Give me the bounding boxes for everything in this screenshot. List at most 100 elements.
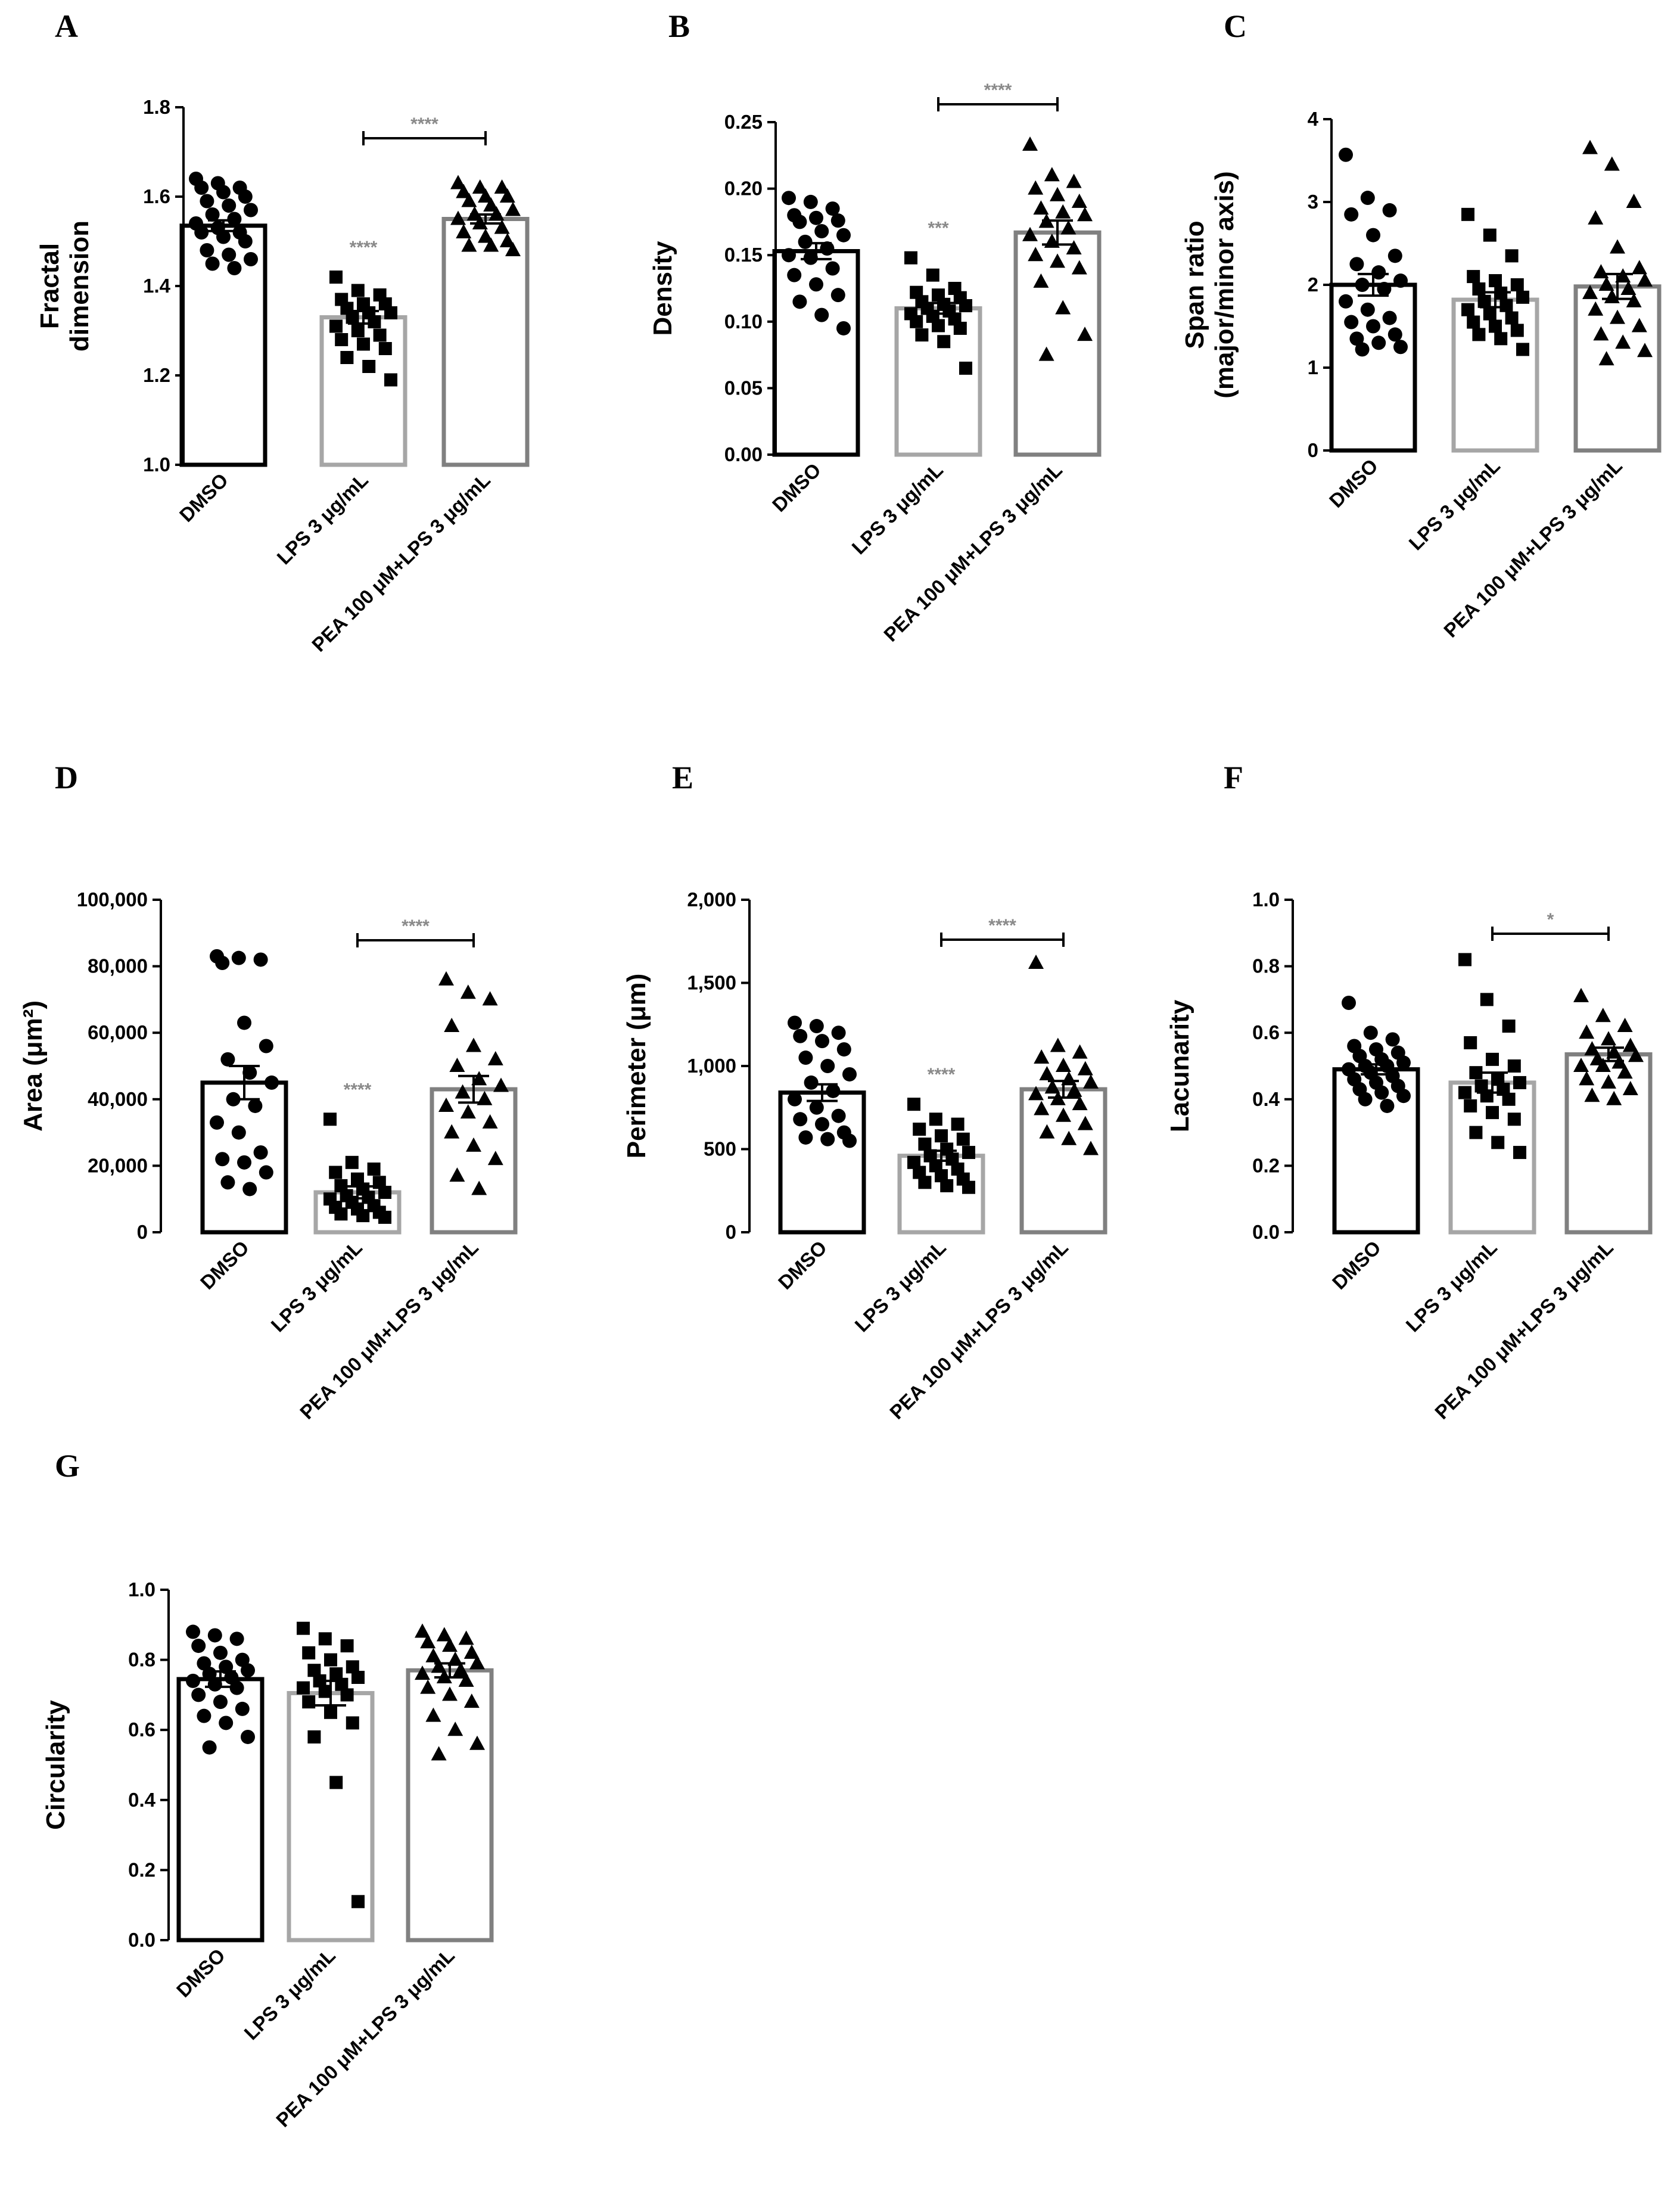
data-point <box>197 1656 211 1671</box>
data-point <box>1626 293 1642 307</box>
data-point <box>1349 331 1364 346</box>
data-point <box>1467 315 1480 329</box>
data-point <box>482 991 498 1006</box>
data-point <box>1631 318 1647 332</box>
y-tick-label: 1.8 <box>143 96 170 118</box>
data-point <box>463 1693 480 1708</box>
data-point <box>1582 139 1598 154</box>
y-tick-label: 20,000 <box>88 1154 148 1176</box>
data-point <box>1344 207 1359 222</box>
data-point <box>471 1180 487 1195</box>
data-point <box>836 1042 851 1057</box>
data-point <box>1056 1058 1071 1072</box>
data-point <box>1039 1124 1055 1139</box>
data-point <box>1499 299 1513 312</box>
category-label: LPS 3 μg/mL <box>850 1236 950 1337</box>
data-point <box>1606 1090 1622 1105</box>
data-point <box>1360 302 1375 317</box>
data-point <box>915 328 929 342</box>
data-point <box>1396 1055 1411 1070</box>
data-point <box>431 1658 447 1673</box>
y-tick-label: 60,000 <box>88 1021 148 1043</box>
data-point <box>913 1166 926 1179</box>
data-point <box>1363 1025 1378 1040</box>
y-axis-label: Circularity <box>41 1700 70 1830</box>
data-point <box>329 1166 343 1179</box>
data-point <box>351 1671 365 1684</box>
data-point <box>1033 200 1049 215</box>
data-point <box>205 207 220 222</box>
data-point <box>324 1705 337 1719</box>
data-point <box>334 1179 348 1192</box>
data-point <box>220 1175 235 1190</box>
data-point <box>335 333 349 346</box>
data-point <box>307 1730 321 1744</box>
data-point <box>923 1149 937 1163</box>
data-point <box>231 950 246 965</box>
data-point <box>820 241 835 256</box>
data-point <box>222 247 237 262</box>
data-point <box>1071 193 1087 208</box>
data-point <box>215 956 230 971</box>
data-point <box>1371 335 1386 350</box>
data-point <box>820 1059 835 1073</box>
data-point <box>940 1142 954 1156</box>
data-point <box>1588 301 1604 316</box>
data-point <box>814 307 829 322</box>
data-point <box>219 1715 234 1730</box>
data-point <box>918 1138 932 1151</box>
data-point <box>444 1018 460 1033</box>
data-point <box>425 1648 441 1662</box>
category-label: LPS 3 μg/mL <box>1404 455 1504 555</box>
data-point <box>1510 324 1524 337</box>
data-point <box>1483 228 1497 242</box>
data-point <box>1615 268 1631 283</box>
data-point <box>1344 315 1359 330</box>
panel-letter: B <box>668 8 690 44</box>
data-point <box>466 1037 481 1052</box>
data-point <box>244 252 258 266</box>
data-point <box>460 984 476 999</box>
data-point <box>1077 207 1093 222</box>
data-point <box>1028 247 1044 262</box>
data-point <box>244 203 258 217</box>
data-point <box>466 1137 481 1152</box>
data-point <box>1044 1079 1060 1094</box>
data-point <box>953 321 967 335</box>
data-point <box>1044 167 1060 182</box>
y-tick-label: 0.2 <box>1252 1154 1280 1176</box>
data-point <box>1505 311 1519 325</box>
data-point <box>450 210 466 225</box>
y-tick-label: 0.8 <box>128 1649 155 1671</box>
data-point <box>346 1716 359 1730</box>
data-point <box>1458 1086 1471 1099</box>
y-tick-label: 1.2 <box>143 364 170 386</box>
panel-letter: D <box>55 760 78 795</box>
panel-d: D 0 20,000 40,000 60,000 80,000 100,000 Area (μ… <box>18 760 518 1424</box>
data-point <box>962 1180 975 1194</box>
data-point <box>378 1186 391 1199</box>
y-tick-label: 3 <box>1308 191 1318 213</box>
data-point <box>345 1155 359 1169</box>
y-axis-label: Fractal <box>35 243 64 329</box>
data-point <box>378 342 392 355</box>
data-point <box>951 1117 965 1131</box>
data-point <box>351 284 365 297</box>
bar-1 <box>778 1090 866 1235</box>
data-point <box>248 1098 263 1113</box>
data-point <box>329 319 343 333</box>
data-point <box>384 306 397 319</box>
data-point <box>460 1104 476 1119</box>
y-tick-label: 1.0 <box>143 453 170 476</box>
category-label: DMSO <box>1325 455 1382 512</box>
y-axis-label: dimension <box>65 220 94 352</box>
data-point <box>1349 257 1364 272</box>
data-point <box>346 310 359 324</box>
panel-letter: G <box>55 1448 80 1484</box>
data-point <box>926 268 939 282</box>
data-point <box>442 1637 458 1652</box>
data-point <box>1593 326 1609 341</box>
data-point <box>1510 278 1524 291</box>
data-point <box>1507 1059 1521 1073</box>
data-point <box>238 189 253 204</box>
